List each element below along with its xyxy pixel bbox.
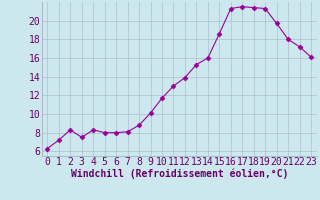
X-axis label: Windchill (Refroidissement éolien,°C): Windchill (Refroidissement éolien,°C) [70, 169, 288, 179]
